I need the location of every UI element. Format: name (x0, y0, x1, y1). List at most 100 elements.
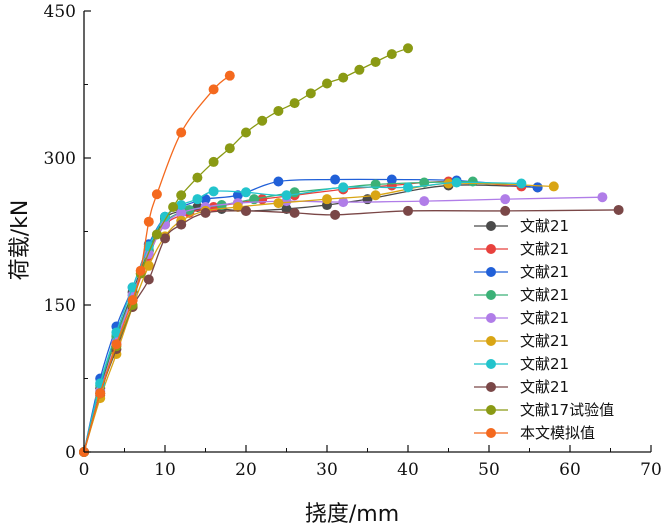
series-9-point-7 (168, 202, 179, 212)
series-7-point-14 (451, 177, 462, 188)
axes-layer: 0 10 20 30 40 50 60 70 0 150 300 450 (44, 2, 662, 480)
series-3-point-12 (386, 174, 397, 185)
series-3-point-9 (232, 190, 243, 201)
series-9-point-10 (208, 156, 219, 167)
y-tick-label-150: 150 (44, 296, 76, 316)
legend-item-4: 文献21 (474, 286, 569, 304)
legend-label-6: 文献21 (520, 332, 569, 350)
series-layer (79, 43, 624, 457)
legend-label-8: 文献21 (520, 378, 569, 396)
legend-label-4: 文献21 (520, 286, 569, 304)
series-7-point-13 (403, 182, 413, 193)
series-9-point-8 (176, 190, 187, 201)
legend-item-5: 文献21 (474, 309, 569, 327)
legend-label-7: 文献21 (520, 355, 569, 373)
legend-item-2: 文献21 (474, 240, 569, 258)
x-tick-label-20: 20 (235, 460, 257, 480)
series-7-point-4 (127, 282, 138, 293)
series-3-point-14 (532, 182, 543, 193)
series-10-point-10 (224, 70, 235, 81)
series-10-point-3 (111, 339, 122, 350)
series-9-point-14 (273, 105, 284, 116)
series-7-point-10 (241, 187, 251, 198)
series-9-point-20 (370, 56, 381, 67)
legend-marker-8 (486, 382, 496, 392)
legend-label-10: 本文模拟值 (520, 424, 595, 442)
x-tick-label-60: 60 (559, 460, 581, 480)
series-8-point-11 (330, 209, 341, 220)
series-7-point-7 (176, 200, 187, 211)
legend-item-7: 文献21 (474, 355, 569, 373)
series-8-point-12 (403, 205, 413, 216)
series-5-point-14 (597, 192, 608, 203)
series-10-point-6 (143, 216, 154, 227)
series-6-point-11 (322, 194, 332, 205)
x-tick-label-70: 70 (640, 460, 662, 480)
series-9-line (83, 47, 409, 453)
legend-item-1: 文献21 (474, 217, 569, 235)
legend-item-6: 文献21 (474, 332, 569, 350)
legend-marker-9 (486, 405, 496, 415)
series-9-point-9 (192, 172, 203, 183)
legend-item-8: 文献21 (474, 378, 569, 396)
series-7 (79, 177, 527, 457)
series-7-point-11 (281, 190, 292, 201)
series-8-point-6 (160, 233, 170, 244)
legend-marker-4 (486, 290, 496, 300)
y-tick-label-300: 300 (44, 149, 76, 169)
series-5-point-7 (176, 207, 187, 218)
series-8-point-13 (500, 205, 511, 216)
series-7-point-12 (338, 182, 349, 193)
legend-marker-1 (486, 221, 496, 231)
series-6-point-12 (370, 190, 381, 201)
legend-label-5: 文献21 (520, 309, 569, 327)
y-tick-label-0: 0 (65, 443, 76, 463)
series-3-point-10 (273, 176, 284, 187)
x-tick-label-50: 50 (478, 460, 500, 480)
series-6-point-5 (143, 260, 154, 271)
series-3-point-8 (200, 194, 211, 205)
series-9 (79, 43, 413, 457)
series-9-point-17 (322, 78, 332, 89)
series-5-point-12 (419, 196, 430, 207)
series-9-point-16 (305, 88, 316, 99)
series-8-point-14 (613, 204, 624, 215)
legend-item-3: 文献21 (474, 263, 569, 281)
series-8-point-7 (176, 219, 187, 230)
series-9-point-6 (151, 229, 162, 240)
x-tick-label-40: 40 (397, 460, 419, 480)
legend: 文献21 文献21 文献21 文献21 文献21 文献21 文献21 文献21 文献17试验值本… (474, 217, 614, 442)
x-tick-label-0: 0 (79, 460, 90, 480)
series-9-point-22 (403, 43, 413, 54)
series-10-point-9 (208, 84, 219, 95)
series-10-point-4 (127, 295, 138, 306)
series-7-point-5 (143, 241, 154, 252)
series-9-point-13 (257, 115, 268, 126)
legend-label-2: 文献21 (520, 240, 569, 258)
legend-label-1: 文献21 (520, 217, 569, 235)
series-5-point-6 (160, 219, 170, 230)
legend-marker-5 (486, 313, 496, 323)
series-6-point-9 (232, 202, 243, 212)
series-9-point-15 (289, 98, 300, 109)
series-5-point-11 (338, 197, 349, 208)
series-7-point-15 (516, 178, 527, 189)
y-tick-label-450: 450 (44, 2, 76, 22)
x-axis-title: 挠度/mm (305, 502, 399, 527)
series-4-point-14 (467, 176, 478, 187)
series-7-point-8 (192, 194, 203, 205)
x-tick-label-30: 30 (316, 460, 338, 480)
series-1-point-11 (281, 203, 292, 214)
series-8-point-5 (143, 274, 154, 285)
series-4-point-12 (370, 179, 381, 190)
series-9-point-21 (386, 49, 397, 60)
series-10 (79, 70, 235, 457)
series-10-point-8 (176, 127, 187, 138)
series-3-point-11 (330, 174, 341, 185)
series-10-point-7 (151, 189, 162, 200)
series-7-point-3 (111, 327, 122, 338)
series-9-point-11 (224, 143, 235, 154)
x-tick-label-10: 10 (154, 460, 176, 480)
legend-marker-10 (486, 428, 496, 438)
